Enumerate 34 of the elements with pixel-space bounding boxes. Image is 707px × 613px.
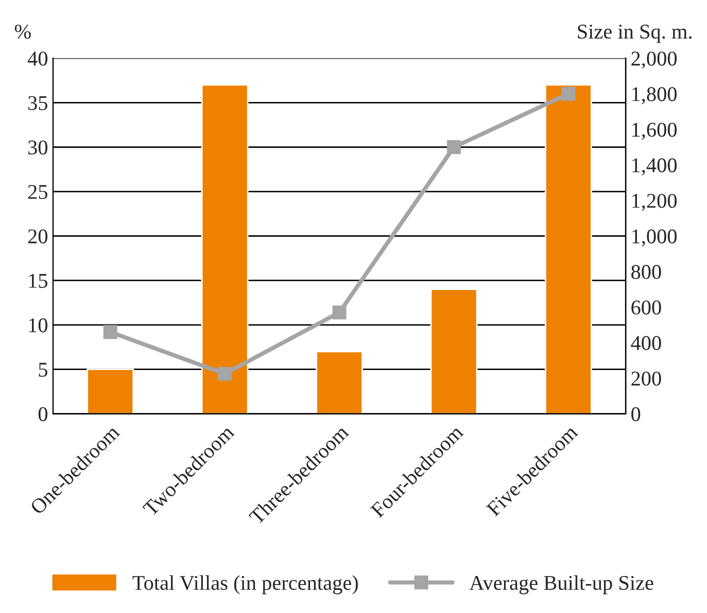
legend-label: Average Built-up Size <box>469 575 654 594</box>
y2-tick-label: 800 <box>631 264 662 279</box>
y2-tick-label: 400 <box>630 336 662 350</box>
y2-axis-title: Size in Sq. m. <box>578 24 692 43</box>
point <box>103 325 118 339</box>
y2-tick-label: 600 <box>631 300 662 315</box>
bar <box>316 350 363 414</box>
point <box>561 86 576 101</box>
legend-label: Total Villas (in percentage) <box>132 575 358 594</box>
y-tick-label: 10 <box>29 318 48 332</box>
y-tick-label: 0 <box>38 407 48 422</box>
y2-tick-label: 1,600 <box>632 122 677 140</box>
y-tick-label: 35 <box>28 96 48 110</box>
y2-tick-label: 1,400 <box>632 158 677 176</box>
y-tick-label: 30 <box>28 140 48 155</box>
bar <box>86 368 134 414</box>
bar <box>430 288 478 414</box>
y-tick-label: 20 <box>28 229 48 244</box>
y-tick-label: 5 <box>38 362 48 377</box>
bar <box>201 84 248 414</box>
y2-tick-label: 1,000 <box>632 229 677 246</box>
y2-tick-label: 1,200 <box>632 194 677 211</box>
y-tick-label: 25 <box>28 184 48 199</box>
point <box>332 306 346 320</box>
y2-tick-label: 1,800 <box>632 87 677 104</box>
point <box>446 140 461 154</box>
y-tick-label: 15 <box>29 274 48 288</box>
bar <box>544 84 592 414</box>
point <box>218 366 232 381</box>
y-tick-label: 40 <box>28 52 48 66</box>
y2-tick-label: 2,000 <box>631 52 677 69</box>
y2-tick-label: 0 <box>631 407 640 422</box>
y-axis-title: % <box>14 24 31 39</box>
y2-tick-label: 200 <box>631 372 662 386</box>
